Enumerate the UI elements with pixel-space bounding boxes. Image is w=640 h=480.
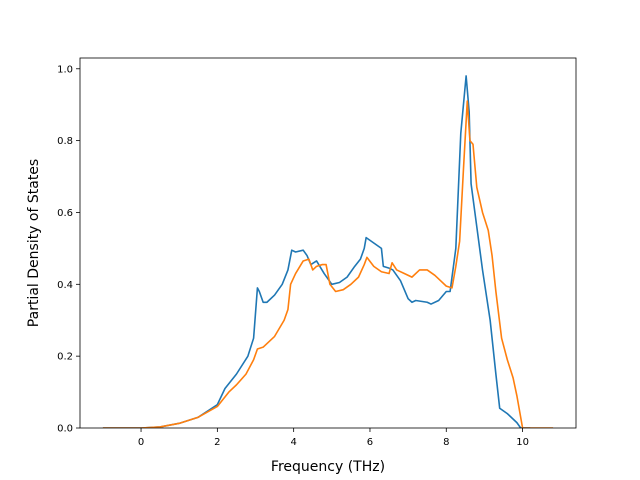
y-axis-label: Partial Density of States — [26, 159, 42, 327]
x-tick-label: 4 — [290, 437, 296, 448]
x-axis-ticks: 0 2 4 6 8 10 — [138, 428, 529, 448]
x-tick-label: 8 — [443, 437, 449, 448]
x-tick-label: 10 — [516, 437, 529, 448]
x-tick-label: 6 — [367, 437, 373, 448]
y-tick-label: 0.2 — [57, 352, 73, 363]
y-tick-label: 0.0 — [57, 424, 73, 435]
x-tick-label: 0 — [138, 437, 144, 448]
y-tick-label: 0.4 — [57, 280, 73, 291]
y-tick-label: 0.6 — [57, 208, 73, 219]
series-line-2 — [102, 100, 554, 428]
y-axis-ticks: 0.0 0.2 0.4 0.6 0.8 1.0 — [57, 64, 80, 435]
series-layer — [102, 75, 554, 428]
y-tick-label: 0.8 — [57, 136, 73, 147]
axes-frame — [79, 57, 577, 429]
plot-area: 0 2 4 6 8 10 0.0 0.2 0.4 0.6 0.8 1.0 — [57, 57, 577, 448]
x-tick-label: 2 — [214, 437, 220, 448]
x-axis-label: Frequency (THz) — [271, 459, 385, 475]
y-tick-label: 1.0 — [57, 64, 73, 75]
